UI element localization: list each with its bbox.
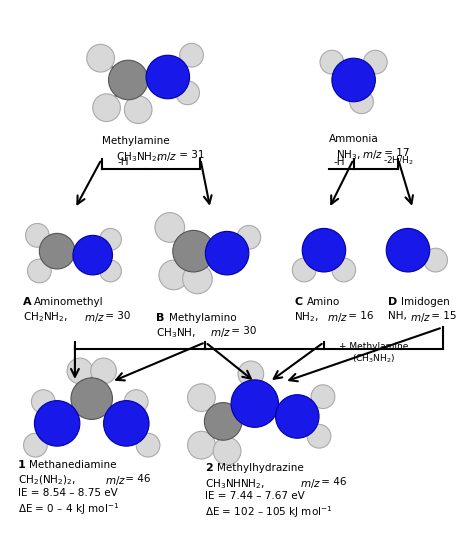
Text: NH,: NH, xyxy=(388,310,410,321)
Text: CH$_3$NH,: CH$_3$NH, xyxy=(156,327,197,340)
Text: -H: -H xyxy=(333,157,345,167)
Circle shape xyxy=(307,424,331,448)
Circle shape xyxy=(155,213,184,242)
Circle shape xyxy=(364,50,387,74)
Text: = 17: = 17 xyxy=(381,148,410,158)
Circle shape xyxy=(124,96,152,124)
Text: CH$_2$NH$_2$,: CH$_2$NH$_2$, xyxy=(23,310,68,324)
Text: Imidogen: Imidogen xyxy=(401,297,450,307)
Text: $m/z$: $m/z$ xyxy=(300,477,321,490)
Circle shape xyxy=(31,390,55,414)
Circle shape xyxy=(146,55,190,99)
Circle shape xyxy=(311,385,335,408)
Circle shape xyxy=(67,358,93,384)
Circle shape xyxy=(136,433,160,457)
Text: Aminomethyl: Aminomethyl xyxy=(35,297,104,307)
Text: Amino: Amino xyxy=(307,297,340,307)
Circle shape xyxy=(93,94,120,122)
Text: IE = 8.54 – 8.75 eV: IE = 8.54 – 8.75 eV xyxy=(18,488,118,498)
Circle shape xyxy=(91,358,117,384)
Circle shape xyxy=(104,401,149,446)
Text: ΔE = 102 – 105 kJ mol$^{-1}$: ΔE = 102 – 105 kJ mol$^{-1}$ xyxy=(205,505,333,520)
Circle shape xyxy=(176,81,200,105)
Circle shape xyxy=(24,433,47,457)
Circle shape xyxy=(424,248,447,272)
Circle shape xyxy=(275,395,319,438)
Text: $m/z$: $m/z$ xyxy=(210,327,232,339)
Text: Methylamino: Methylamino xyxy=(169,313,237,323)
Circle shape xyxy=(71,378,112,420)
Circle shape xyxy=(237,225,261,249)
Text: ΔE = 0 – 4 kJ mol$^{-1}$: ΔE = 0 – 4 kJ mol$^{-1}$ xyxy=(18,501,118,518)
Circle shape xyxy=(100,260,121,282)
Text: $m/z$: $m/z$ xyxy=(156,150,177,163)
Text: NH$_2$,: NH$_2$, xyxy=(294,310,320,324)
Text: CH$_3$NHNH$_2$,: CH$_3$NHNH$_2$, xyxy=(205,477,266,491)
Text: = 15: = 15 xyxy=(428,310,456,321)
Circle shape xyxy=(350,90,374,114)
Circle shape xyxy=(39,233,75,269)
Text: + Methylamine: + Methylamine xyxy=(339,342,408,351)
Circle shape xyxy=(188,431,215,459)
Text: = 46: = 46 xyxy=(318,477,346,487)
Text: = 30: = 30 xyxy=(101,310,130,321)
Circle shape xyxy=(188,384,215,412)
Circle shape xyxy=(386,229,430,272)
Text: = 30: = 30 xyxy=(228,327,256,336)
Circle shape xyxy=(320,50,344,74)
Circle shape xyxy=(238,361,264,387)
Text: (CH$_3$NH$_2$): (CH$_3$NH$_2$) xyxy=(352,352,395,365)
Text: $m/z$: $m/z$ xyxy=(84,310,105,323)
Text: = 46: = 46 xyxy=(122,474,151,484)
Text: C: C xyxy=(294,297,302,307)
Text: = 16: = 16 xyxy=(345,310,373,321)
Circle shape xyxy=(35,401,80,446)
Text: Methanediamine: Methanediamine xyxy=(29,460,117,470)
Text: $m/z$: $m/z$ xyxy=(105,474,126,487)
Circle shape xyxy=(73,235,112,275)
Circle shape xyxy=(87,44,114,72)
Circle shape xyxy=(100,229,121,250)
Circle shape xyxy=(27,259,51,283)
Text: $m/z$: $m/z$ xyxy=(327,310,348,323)
Circle shape xyxy=(213,437,241,465)
Text: 2: 2 xyxy=(205,463,213,473)
Circle shape xyxy=(180,44,203,67)
Text: 1: 1 xyxy=(18,460,25,470)
Text: = 31: = 31 xyxy=(176,150,204,160)
Text: Ammonia: Ammonia xyxy=(329,134,379,144)
Circle shape xyxy=(332,58,375,102)
Text: $m/z$: $m/z$ xyxy=(410,310,431,323)
Text: -H: -H xyxy=(118,157,129,167)
Circle shape xyxy=(182,264,212,294)
Text: IE = 7.44 – 7.67 eV: IE = 7.44 – 7.67 eV xyxy=(205,491,305,501)
Text: -2H/H$_2$: -2H/H$_2$ xyxy=(383,154,413,167)
Circle shape xyxy=(159,260,189,290)
Circle shape xyxy=(109,60,148,100)
Text: D: D xyxy=(388,297,398,307)
Text: Methylhydrazine: Methylhydrazine xyxy=(217,463,304,473)
Circle shape xyxy=(26,223,49,247)
Text: CH$_2$(NH$_2$)$_2$,: CH$_2$(NH$_2$)$_2$, xyxy=(18,474,76,487)
Text: Methylamine: Methylamine xyxy=(102,137,170,146)
Text: CH$_3$NH$_2$,: CH$_3$NH$_2$, xyxy=(117,150,162,164)
Circle shape xyxy=(124,390,148,414)
Text: A: A xyxy=(23,297,31,307)
Text: $m/z$: $m/z$ xyxy=(362,148,383,161)
Circle shape xyxy=(292,258,316,282)
Circle shape xyxy=(173,230,214,272)
Text: B: B xyxy=(156,313,164,323)
Circle shape xyxy=(332,258,356,282)
Circle shape xyxy=(204,402,242,440)
Circle shape xyxy=(302,229,346,272)
Circle shape xyxy=(205,231,249,275)
Text: NH$_3$,: NH$_3$, xyxy=(336,148,361,162)
Circle shape xyxy=(231,380,279,427)
